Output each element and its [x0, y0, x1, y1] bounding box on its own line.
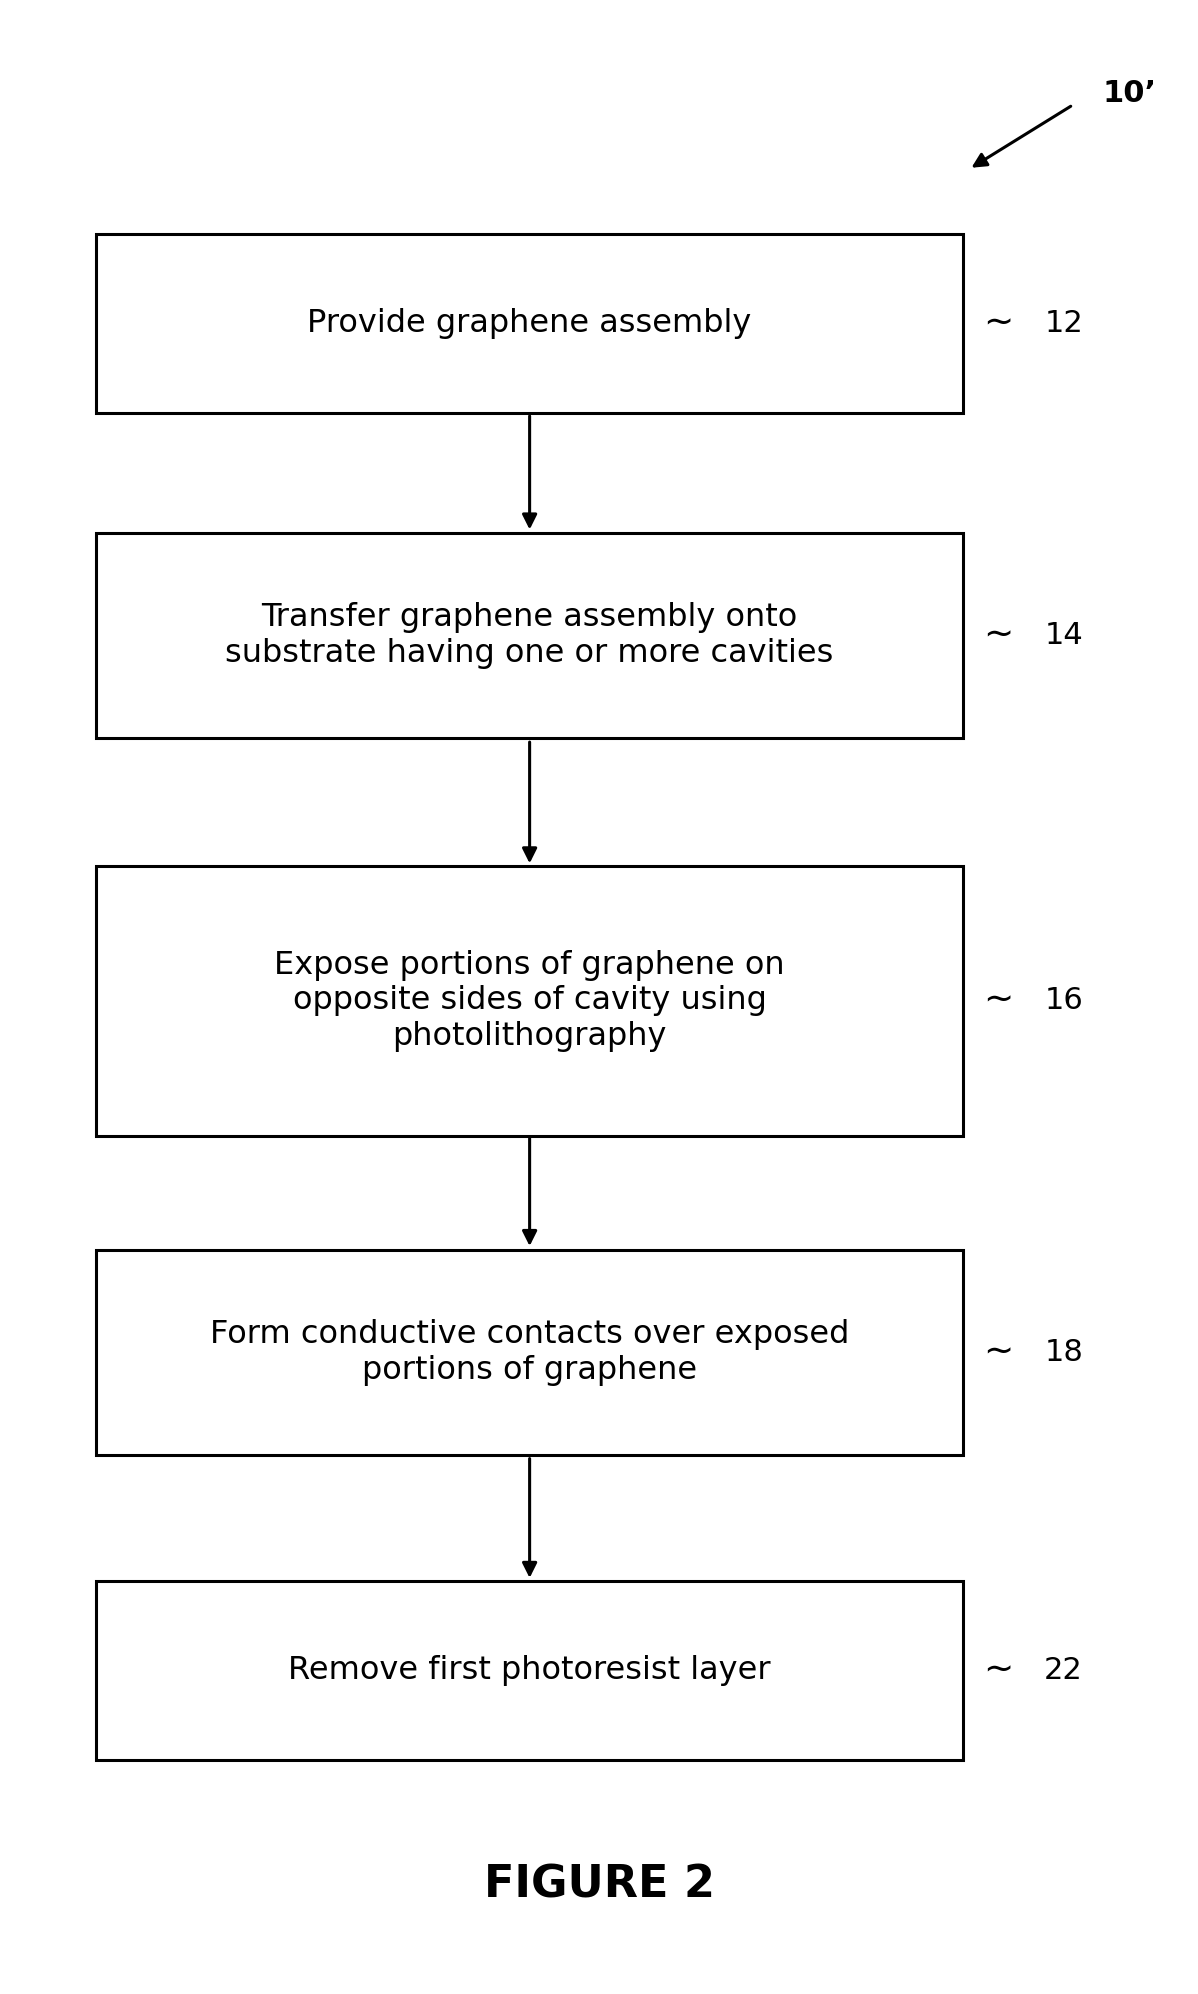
Bar [96, 233, 963, 413]
Text: Remove first photoresist layer: Remove first photoresist layer [289, 1655, 772, 1687]
Bar [96, 1250, 963, 1456]
Text: 18: 18 [1045, 1338, 1083, 1366]
Text: Provide graphene assembly: Provide graphene assembly [308, 307, 752, 339]
Text: 14: 14 [1045, 622, 1083, 650]
Text: 12: 12 [1045, 309, 1083, 337]
Text: ∼: ∼ [982, 1653, 1014, 1687]
Text: Expose portions of graphene on
opposite sides of cavity using
photolithography: Expose portions of graphene on opposite … [274, 949, 785, 1053]
Text: Form conductive contacts over exposed
portions of graphene: Form conductive contacts over exposed po… [210, 1318, 849, 1386]
Text: 10’: 10’ [1102, 78, 1156, 108]
Text: FIGURE 2: FIGURE 2 [484, 1864, 714, 1906]
Text: ∼: ∼ [982, 618, 1014, 652]
Text: ∼: ∼ [982, 307, 1014, 341]
Bar [96, 1581, 963, 1761]
Text: 22: 22 [1045, 1657, 1083, 1685]
Text: ∼: ∼ [982, 1336, 1014, 1370]
Text: Transfer graphene assembly onto
substrate having one or more cavities: Transfer graphene assembly onto substrat… [225, 602, 834, 670]
Text: ∼: ∼ [982, 983, 1014, 1017]
Text: 16: 16 [1045, 987, 1083, 1015]
Bar [96, 532, 963, 738]
Bar [96, 865, 963, 1137]
